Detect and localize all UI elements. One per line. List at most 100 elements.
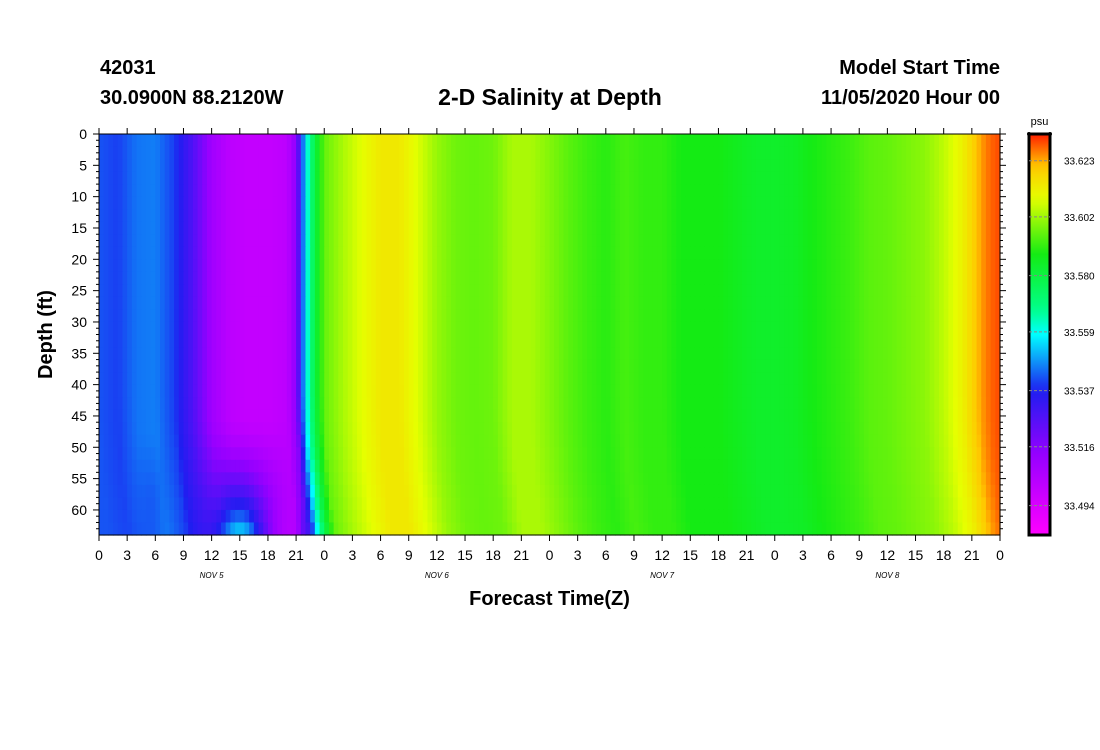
heatmap-cell bbox=[643, 184, 649, 198]
heatmap-cell bbox=[802, 246, 809, 260]
heatmap-cell bbox=[272, 409, 278, 423]
heatmap-cell bbox=[948, 284, 954, 298]
heatmap-cell bbox=[835, 334, 842, 348]
heatmap-cell bbox=[938, 447, 945, 461]
heatmap-cell bbox=[863, 447, 870, 461]
heatmap-cell bbox=[859, 209, 865, 223]
heatmap-cell bbox=[145, 397, 152, 411]
heatmap-cell bbox=[572, 134, 579, 148]
heatmap-cell bbox=[324, 234, 330, 248]
heatmap-cell bbox=[103, 234, 109, 248]
heatmap-cell bbox=[432, 196, 438, 210]
heatmap-cell bbox=[122, 146, 128, 160]
heatmap-cell bbox=[971, 159, 978, 173]
heatmap-cell bbox=[497, 221, 504, 235]
heatmap-cell bbox=[563, 434, 569, 448]
heatmap-cell bbox=[131, 246, 138, 260]
heatmap-cell bbox=[169, 384, 175, 398]
heatmap-cell bbox=[361, 234, 368, 248]
heatmap-cell bbox=[793, 134, 799, 148]
heatmap-cell bbox=[352, 334, 358, 348]
heatmap-cell bbox=[131, 409, 138, 423]
heatmap-cell bbox=[662, 246, 668, 260]
heatmap-cell bbox=[343, 284, 349, 298]
heatmap-cell bbox=[465, 246, 471, 260]
heatmap-cell bbox=[343, 246, 349, 260]
heatmap-cell bbox=[286, 359, 292, 373]
heatmap-cell bbox=[540, 309, 546, 323]
heatmap-cell bbox=[924, 434, 931, 448]
heatmap-cell bbox=[178, 234, 185, 248]
heatmap-cell bbox=[483, 184, 490, 198]
heatmap-cell bbox=[511, 246, 518, 260]
heatmap-cell bbox=[239, 284, 246, 298]
heatmap-cell bbox=[225, 372, 231, 386]
heatmap-cell bbox=[258, 284, 264, 298]
heatmap-cell bbox=[239, 146, 246, 160]
heatmap-cell bbox=[535, 209, 541, 223]
heatmap-cell bbox=[572, 209, 579, 223]
heatmap-cell bbox=[300, 221, 307, 235]
heatmap-cell bbox=[432, 359, 438, 373]
heatmap-cell bbox=[676, 309, 682, 323]
heatmap-cell bbox=[727, 372, 734, 386]
heatmap-cell bbox=[493, 259, 499, 273]
heatmap-cell bbox=[305, 246, 311, 260]
heatmap-cell bbox=[127, 334, 133, 348]
heatmap-cell bbox=[680, 372, 687, 386]
heatmap-cell bbox=[150, 259, 156, 273]
heatmap-cell bbox=[924, 171, 931, 185]
heatmap-cell bbox=[929, 146, 935, 160]
heatmap-cell bbox=[671, 434, 677, 448]
heatmap-cell bbox=[774, 234, 781, 248]
heatmap-cell bbox=[892, 397, 898, 411]
heatmap-cell bbox=[957, 171, 964, 185]
heatmap-cell bbox=[760, 184, 766, 198]
heatmap-cell bbox=[427, 284, 433, 298]
heatmap-cell bbox=[652, 384, 659, 398]
heatmap-cell bbox=[596, 334, 602, 348]
heatmap-cell bbox=[845, 309, 851, 323]
heatmap-cell bbox=[995, 271, 1001, 285]
heatmap-cell bbox=[267, 146, 274, 160]
heatmap-cell bbox=[601, 259, 607, 273]
heatmap-cell bbox=[774, 259, 781, 273]
heatmap-cell bbox=[680, 221, 687, 235]
heatmap-cell bbox=[117, 321, 124, 336]
heatmap-cell bbox=[967, 309, 973, 323]
heatmap-cell bbox=[282, 196, 288, 210]
heatmap-cell bbox=[282, 159, 288, 173]
heatmap-cell bbox=[239, 447, 246, 461]
heatmap-cell bbox=[906, 196, 912, 210]
heatmap-cell bbox=[854, 159, 860, 173]
heatmap-cell bbox=[385, 359, 391, 373]
heatmap-cell bbox=[239, 321, 246, 336]
heatmap-cell bbox=[746, 296, 752, 311]
heatmap-cell bbox=[901, 234, 907, 248]
heatmap-cell bbox=[535, 384, 541, 398]
heatmap-cell bbox=[357, 447, 363, 461]
heatmap-cell bbox=[108, 184, 114, 198]
heatmap-cell bbox=[718, 384, 724, 398]
heatmap-cell bbox=[709, 221, 715, 235]
heatmap-cell bbox=[267, 347, 274, 361]
heatmap-cell bbox=[446, 171, 452, 185]
heatmap-cell bbox=[99, 234, 105, 248]
heatmap-cell bbox=[657, 221, 663, 235]
heatmap-cell bbox=[192, 271, 199, 285]
heatmap-cell bbox=[394, 246, 400, 260]
heatmap-cell bbox=[882, 384, 888, 398]
heatmap-cell bbox=[953, 271, 959, 285]
heatmap-cell bbox=[296, 184, 302, 198]
heatmap-cell bbox=[155, 171, 161, 185]
heatmap-cell bbox=[967, 146, 973, 160]
heatmap-cell bbox=[371, 447, 377, 461]
heatmap-cell bbox=[826, 146, 832, 160]
heatmap-cell bbox=[727, 184, 734, 198]
heatmap-cell bbox=[652, 409, 659, 423]
heatmap-cell bbox=[343, 409, 349, 423]
heatmap-cell bbox=[854, 134, 860, 148]
heatmap-cell bbox=[549, 184, 555, 198]
heatmap-cell bbox=[300, 422, 307, 436]
heatmap-cell bbox=[188, 209, 194, 223]
